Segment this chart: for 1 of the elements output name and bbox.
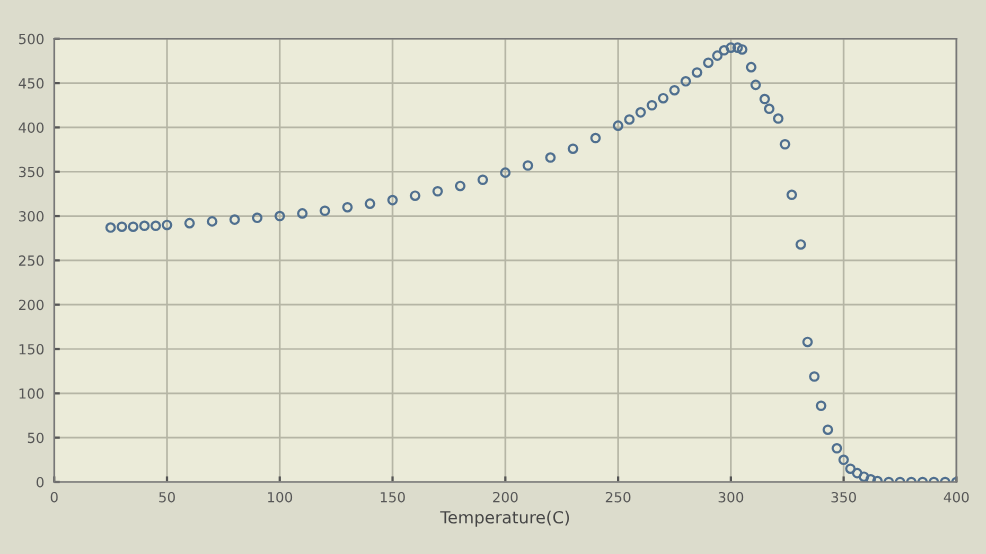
x-axis-title: Temperature(C) [440,510,569,527]
